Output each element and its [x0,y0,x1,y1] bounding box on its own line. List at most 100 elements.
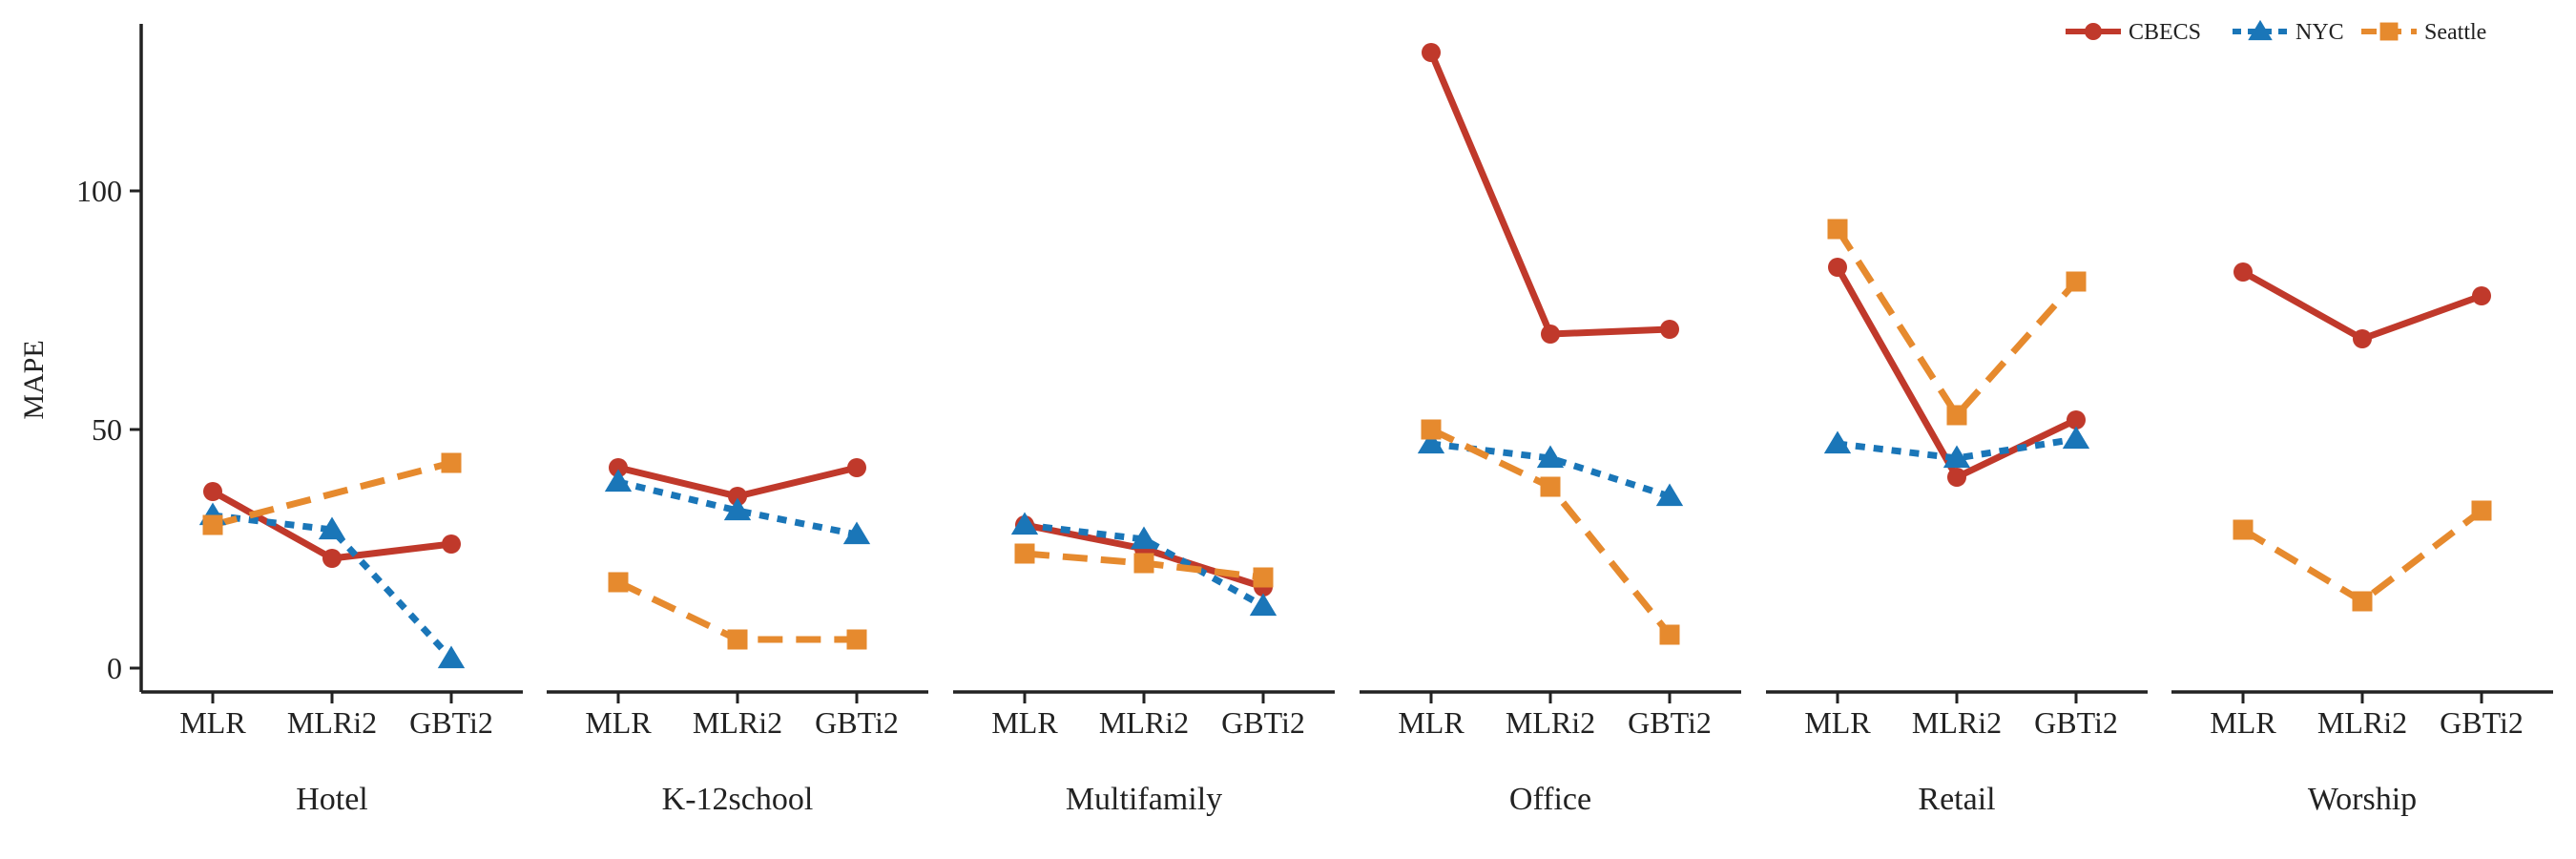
point-seattle [846,629,867,650]
series-line-nyc [1837,435,2077,462]
point-seattle [1253,567,1274,588]
x-tick-label: MLRi2 [693,705,782,740]
point-cbecs [609,458,628,477]
x-tick-label: MLR [179,705,246,740]
point-seattle [1540,476,1561,497]
y-tick-label: 50 [92,412,122,447]
point-cbecs [442,534,461,554]
point-seattle [441,452,462,473]
facet-retail: MLR MLRi2 GBTi2 Retail [1766,219,2148,817]
facets: MLR MLRi2 GBTi2 Hotel MLR MLRi2 GBTi2 K-12schoo… [141,43,2553,817]
legend-marker [2379,22,2399,41]
point-cbecs [322,549,342,568]
point-cbecs [1541,325,1560,344]
x-tick-label: GBTi2 [815,705,899,740]
x-tick-label: GBTi2 [409,705,493,740]
point-seattle [1133,553,1154,574]
point-nyc [437,645,466,669]
legend-marker [2085,23,2102,40]
y-tick-label: 0 [107,651,122,685]
point-nyc [1823,430,1852,454]
legend-item-cbecs: CBECS [2066,20,2201,45]
legend-item-nyc: NYC [2233,19,2344,45]
facet-k-12school: MLR MLRi2 GBTi2 K-12school [547,458,928,817]
x-tick-label: MLRi2 [287,705,377,740]
point-nyc [723,497,752,521]
point-seattle [202,514,223,535]
x-tick-label: MLR [2210,705,2276,740]
x-tick-label: GBTi2 [2034,705,2118,740]
point-seattle [1659,624,1680,645]
point-cbecs [1422,43,1441,62]
legend: CBECS NYC Seattle [2066,19,2486,45]
series-line-seattle [2241,508,2484,605]
x-tick-label: MLRi2 [2317,705,2407,740]
legend-item-seattle: Seattle [2361,20,2486,45]
point-cbecs [2067,410,2086,430]
facet-multifamily: MLR MLRi2 GBTi2 Multifamily [953,512,1335,817]
point-nyc [604,469,633,492]
x-tick-label: MLRi2 [1099,705,1189,740]
point-cbecs [203,482,222,501]
x-tick-label: MLRi2 [1506,705,1595,740]
x-tick-label: MLR [991,705,1058,740]
facet-label: Multifamily [1066,782,1222,817]
point-nyc [1536,445,1565,469]
point-nyc [1249,593,1278,617]
point-seattle [1946,405,1967,426]
point-nyc [1010,512,1039,535]
series-line-cbecs [1427,51,1671,338]
point-seattle [1421,419,1442,440]
point-cbecs [1660,320,1679,339]
point-seattle [1827,219,1848,240]
facet-label: Worship [2308,782,2417,817]
facet-office: MLR MLRi2 GBTi2 Office [1360,43,1741,817]
point-cbecs [728,487,747,506]
point-cbecs [2233,262,2253,282]
x-tick-label: GBTi2 [1628,705,1712,740]
point-nyc [842,521,871,545]
point-nyc [1130,526,1158,550]
y-axis: 0 50 100 [76,24,143,692]
point-seattle [2352,591,2373,612]
legend-label: Seattle [2424,20,2486,45]
point-nyc [318,516,346,540]
legend-label: CBECS [2129,20,2201,45]
facet-label: Office [1509,782,1591,817]
x-tick-label: MLR [1804,705,1871,740]
point-seattle [1014,543,1035,564]
legend-label: NYC [2296,20,2344,45]
point-cbecs [2353,329,2372,348]
x-tick-label: GBTi2 [1221,705,1305,740]
point-nyc [1417,430,1445,454]
x-tick-label: GBTi2 [2440,705,2524,740]
facet-label: Retail [1918,782,1995,817]
facet-label: Hotel [296,782,368,817]
point-cbecs [2472,286,2491,305]
facet-hotel: MLR MLRi2 GBTi2 Hotel [141,452,523,817]
series-line-cbecs [2241,268,2483,343]
point-nyc [1942,445,1971,469]
y-tick-label: 100 [76,174,122,208]
point-nyc [2062,426,2090,450]
point-seattle [2471,500,2492,521]
facet-label: K-12school [662,782,814,817]
series-line-nyc [212,512,454,661]
point-cbecs [847,458,866,477]
y-axis-label: MAPE [18,340,50,419]
x-tick-label: MLRi2 [1912,705,2002,740]
point-seattle [2233,519,2254,540]
point-cbecs [1828,258,1847,277]
series-line-nyc [617,478,858,538]
facet-worship: MLR MLRi2 GBTi2 Worship [2171,262,2553,817]
x-tick-label: MLR [1398,705,1465,740]
point-seattle [608,572,629,593]
series-line-seattle [212,459,452,529]
point-seattle [727,629,748,650]
point-cbecs [1947,468,1966,487]
series-line-nyc [1024,521,1265,610]
series-line-seattle [1835,227,2079,419]
point-seattle [2066,271,2087,292]
legend-marker [2248,19,2273,41]
